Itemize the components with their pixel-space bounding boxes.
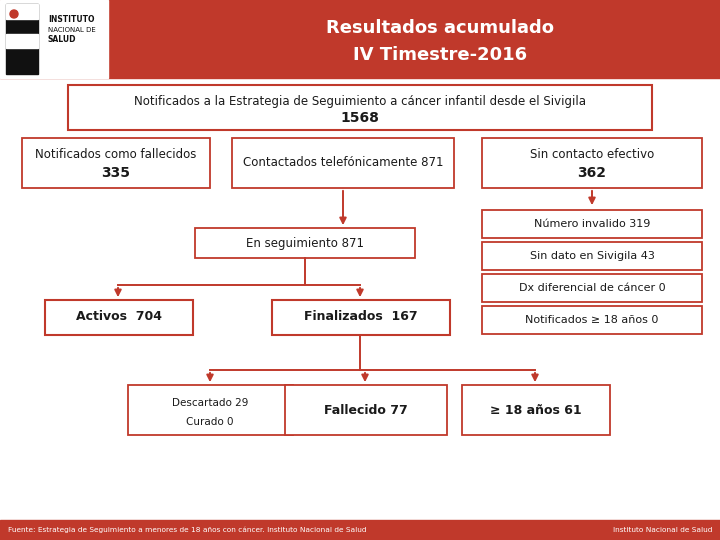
FancyBboxPatch shape bbox=[482, 306, 702, 334]
Text: Notificados a la Estrategia de Seguimiento a cáncer infantil desde el Sivigila: Notificados a la Estrategia de Seguimien… bbox=[134, 94, 586, 107]
Text: 335: 335 bbox=[102, 166, 130, 180]
Circle shape bbox=[10, 10, 18, 18]
FancyBboxPatch shape bbox=[482, 274, 702, 302]
Text: Finalizados  167: Finalizados 167 bbox=[304, 310, 418, 323]
Text: Sin contacto efectivo: Sin contacto efectivo bbox=[530, 147, 654, 160]
Text: Notificados ≥ 18 años 0: Notificados ≥ 18 años 0 bbox=[526, 315, 659, 325]
FancyBboxPatch shape bbox=[285, 385, 447, 435]
Text: Resultados acumulado: Resultados acumulado bbox=[326, 19, 554, 37]
FancyBboxPatch shape bbox=[232, 138, 454, 188]
Text: Fallecido 77: Fallecido 77 bbox=[324, 403, 408, 416]
Text: Sin dato en Sivigila 43: Sin dato en Sivigila 43 bbox=[530, 251, 654, 261]
Text: Descartado 29: Descartado 29 bbox=[172, 398, 248, 408]
Text: ≥ 18 años 61: ≥ 18 años 61 bbox=[490, 403, 582, 416]
Bar bbox=[6, 4, 38, 19]
FancyBboxPatch shape bbox=[128, 385, 293, 435]
FancyBboxPatch shape bbox=[482, 138, 702, 188]
Text: Curado 0: Curado 0 bbox=[186, 417, 234, 427]
Text: Activos  704: Activos 704 bbox=[76, 310, 162, 323]
Text: SALUD: SALUD bbox=[48, 36, 76, 44]
FancyBboxPatch shape bbox=[45, 300, 193, 335]
Text: En seguimiento 871: En seguimiento 871 bbox=[246, 237, 364, 249]
Text: Fuente: Estrategia de Seguimiento a menores de 18 años con cáncer. Instituto Nac: Fuente: Estrategia de Seguimiento a meno… bbox=[8, 526, 366, 534]
Bar bbox=[0, 0, 720, 78]
Bar bbox=[6, 4, 38, 74]
FancyBboxPatch shape bbox=[482, 210, 702, 238]
Text: Dx diferencial de cáncer 0: Dx diferencial de cáncer 0 bbox=[518, 283, 665, 293]
Bar bbox=[0, 0, 108, 78]
Bar bbox=[6, 34, 38, 48]
Text: Notificados como fallecidos: Notificados como fallecidos bbox=[35, 147, 197, 160]
FancyBboxPatch shape bbox=[462, 385, 610, 435]
Ellipse shape bbox=[180, 0, 250, 78]
Text: INSTITUTO: INSTITUTO bbox=[48, 16, 94, 24]
Bar bbox=[0, 520, 720, 540]
FancyBboxPatch shape bbox=[195, 228, 415, 258]
Text: Número invalido 319: Número invalido 319 bbox=[534, 219, 650, 229]
FancyBboxPatch shape bbox=[68, 85, 652, 130]
Text: 362: 362 bbox=[577, 166, 606, 180]
Text: Instituto Nacional de Salud: Instituto Nacional de Salud bbox=[613, 527, 712, 533]
FancyBboxPatch shape bbox=[482, 242, 702, 270]
Text: 1568: 1568 bbox=[341, 111, 379, 125]
Text: NACIONAL DE: NACIONAL DE bbox=[48, 27, 96, 33]
Text: Contactados telefónicamente 871: Contactados telefónicamente 871 bbox=[243, 157, 444, 170]
Text: IV Timestre-2016: IV Timestre-2016 bbox=[353, 46, 527, 64]
FancyBboxPatch shape bbox=[22, 138, 210, 188]
FancyBboxPatch shape bbox=[272, 300, 450, 335]
